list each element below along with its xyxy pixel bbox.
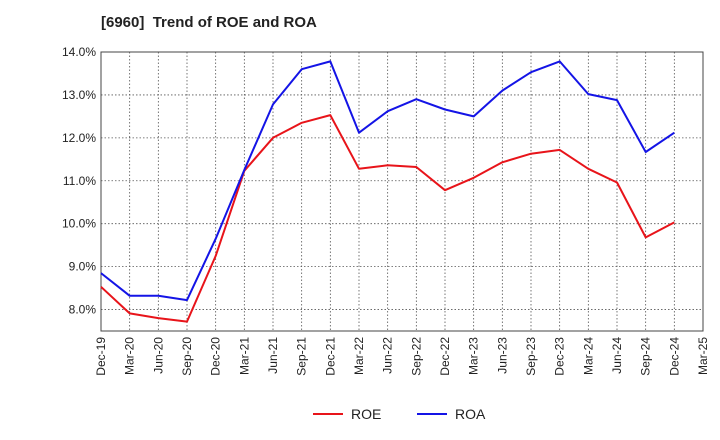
x-tick-label: Dec-24 [667, 337, 681, 376]
x-tick-label: Sep-22 [409, 337, 423, 376]
plot-frame [100, 51, 704, 332]
y-tick-label: 10.0% [62, 217, 96, 231]
x-tick-label: Jun-24 [610, 337, 624, 374]
y-tick-label: 14.0% [62, 45, 96, 59]
legend: ROE ROA [313, 406, 486, 422]
x-tick-label: Sep-23 [524, 337, 538, 376]
axis-layer: 8.0% 9.0% 10.0% 11.0% 12.0% 13.0% 14.0% Dec-19 M… [62, 45, 710, 376]
chart-title: [6960] Trend of ROE and ROA [101, 14, 317, 31]
y-tick-label: 11.0% [63, 174, 96, 188]
x-tick-label: Mar-22 [352, 337, 366, 375]
y-tick-label: 13.0% [62, 88, 96, 102]
x-tick-label: Dec-19 [94, 337, 108, 376]
y-tick-label: 12.0% [62, 131, 96, 145]
y-tick-label: 8.0% [69, 303, 97, 317]
x-tick-label: Dec-20 [209, 337, 223, 376]
x-tick-label: Dec-21 [323, 337, 337, 376]
series-layer [100, 60, 675, 323]
x-tick-label: Mar-24 [581, 337, 595, 375]
series-line-roa [100, 60, 675, 302]
x-tick-label: Jun-20 [151, 337, 165, 374]
x-tick-label: Mar-25 [696, 337, 710, 375]
x-tick-label: Dec-22 [438, 337, 452, 376]
x-tick-label: Mar-23 [467, 337, 481, 375]
x-tick-label: Dec-23 [553, 337, 567, 376]
x-tick-label: Mar-21 [237, 337, 251, 375]
x-tick-label: Sep-21 [295, 337, 309, 376]
x-tick-label: Sep-20 [180, 337, 194, 376]
x-tick-label: Sep-24 [639, 337, 653, 376]
x-tick-label: Jun-22 [381, 337, 395, 374]
x-tick-label: Mar-20 [123, 337, 137, 375]
legend-label-roa: ROA [455, 406, 486, 422]
series-line-roe [100, 114, 675, 323]
x-tick-label: Jun-21 [266, 337, 280, 374]
y-tick-label: 9.0% [69, 260, 97, 274]
legend-label-roe: ROE [351, 406, 381, 422]
x-tick-label: Jun-23 [495, 337, 509, 374]
